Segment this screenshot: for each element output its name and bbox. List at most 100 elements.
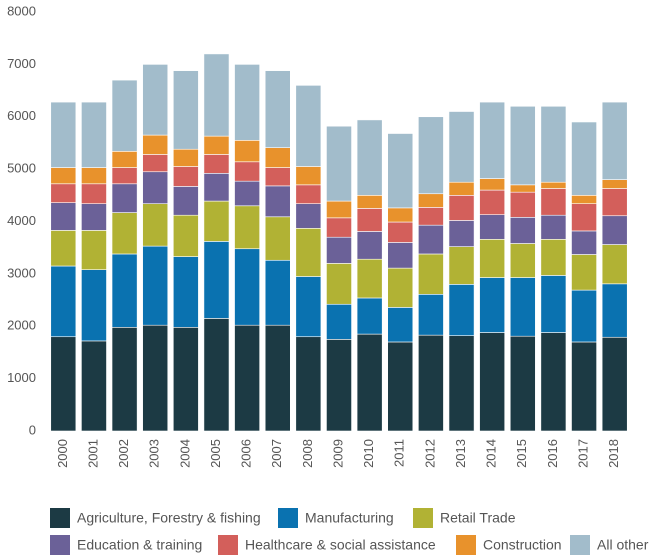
bar-segment: [234, 180, 260, 207]
bar-segment: [387, 133, 414, 209]
bar-segment: [540, 214, 567, 240]
legend-label: Retail Trade: [440, 510, 516, 526]
bar-segment: [203, 241, 230, 319]
x-tick-label: 2003: [147, 439, 162, 468]
x-tick-label: 2011: [392, 439, 407, 467]
bar-segment: [203, 318, 230, 432]
bar-segment: [111, 212, 138, 255]
bar-segment: [234, 161, 260, 182]
bar-segment: [571, 230, 597, 255]
bar-segment: [448, 220, 475, 247]
bar-segment: [234, 64, 260, 141]
bar-segment: [418, 207, 444, 226]
bar-segment: [571, 341, 597, 432]
bar-segment: [601, 215, 628, 245]
bar-segment: [326, 339, 352, 432]
bar-segment: [172, 214, 199, 257]
x-tick-label: 2007: [269, 439, 284, 468]
bar-segment: [571, 289, 597, 343]
bar-segment: [601, 244, 628, 285]
y-tick-label: 7000: [7, 56, 36, 71]
bar-segment: [203, 173, 230, 202]
bar-segment: [509, 243, 536, 278]
x-tick-label: 2014: [484, 439, 499, 468]
bar-segment: [142, 324, 169, 432]
bar-segment: [356, 258, 383, 299]
bar-segment: [356, 333, 383, 432]
bar-segment: [172, 256, 199, 328]
bar-segment: [387, 221, 414, 243]
bar-segment: [295, 228, 322, 277]
bar-segment: [172, 186, 199, 216]
bar-segment: [509, 217, 536, 244]
bar-segment: [203, 53, 230, 137]
bar-segment: [540, 188, 567, 216]
bar-segment: [387, 267, 414, 308]
bar-segment: [448, 246, 475, 285]
x-tick-label: 2010: [361, 439, 376, 468]
bar-segment: [264, 216, 291, 261]
legend-swatch: [50, 535, 70, 555]
legend-swatch: [278, 508, 298, 528]
bar-segment: [81, 183, 107, 204]
bar-segment: [418, 253, 444, 295]
bar-segment: [418, 193, 444, 208]
bar-segment: [295, 85, 322, 167]
legend-label: Agriculture, Forestry & fishing: [77, 510, 261, 526]
bar-segment: [203, 200, 230, 242]
bar-segment: [356, 297, 383, 335]
bar-segment: [448, 195, 475, 221]
bar-segment: [111, 253, 138, 328]
x-tick-label: 2002: [116, 439, 131, 468]
y-tick-label: 8000: [7, 3, 36, 18]
x-tick-label: 2016: [545, 439, 560, 468]
bar-segment: [571, 195, 597, 204]
bar-segment: [142, 64, 169, 136]
legend-swatch: [570, 535, 590, 555]
bar-segment: [387, 341, 414, 432]
bar-segment: [509, 105, 536, 186]
bar-segment: [81, 230, 107, 270]
bar-segment: [50, 202, 77, 231]
bar-segment: [81, 340, 107, 432]
y-tick-label: 2000: [7, 318, 36, 333]
bar-segment: [571, 203, 597, 232]
x-tick-label: 2001: [85, 439, 100, 468]
bar-segment: [264, 185, 291, 218]
bar-segment: [479, 214, 506, 240]
x-tick-label: 2009: [330, 439, 345, 468]
bar-segment: [479, 101, 506, 179]
bar-segment: [234, 140, 260, 163]
bar-segment: [50, 336, 77, 432]
bar-segment: [111, 183, 138, 213]
bar-segment: [356, 231, 383, 260]
bar-segment: [601, 336, 628, 432]
x-tick-label: 2012: [422, 439, 437, 468]
bar-segment: [479, 178, 506, 191]
bar-segment: [509, 335, 536, 432]
bar-segment: [326, 200, 352, 219]
bar-segment: [387, 207, 414, 223]
bar-segment: [509, 277, 536, 337]
legend-label: All other: [597, 537, 649, 553]
bar-segment: [50, 183, 77, 203]
bar-segment: [540, 332, 567, 432]
bar-segment: [418, 294, 444, 336]
bar-segment: [387, 242, 414, 269]
bar-segment: [295, 184, 322, 204]
bar-segment: [50, 101, 77, 168]
bar-segment: [172, 148, 199, 167]
y-tick-label: 1000: [7, 370, 36, 385]
bar-segment: [142, 203, 169, 247]
x-tick-label: 2004: [177, 439, 192, 468]
bar-segment: [111, 326, 138, 432]
legend-label: Healthcare & social assistance: [245, 537, 436, 553]
bar-segment: [479, 239, 506, 278]
bar-segment: [264, 167, 291, 187]
bar-segment: [111, 79, 138, 152]
bar-segment: [356, 208, 383, 232]
bar-segment: [203, 154, 230, 174]
bar-segment: [418, 116, 444, 195]
bar-segment: [479, 277, 506, 333]
y-tick-label: 5000: [7, 161, 36, 176]
